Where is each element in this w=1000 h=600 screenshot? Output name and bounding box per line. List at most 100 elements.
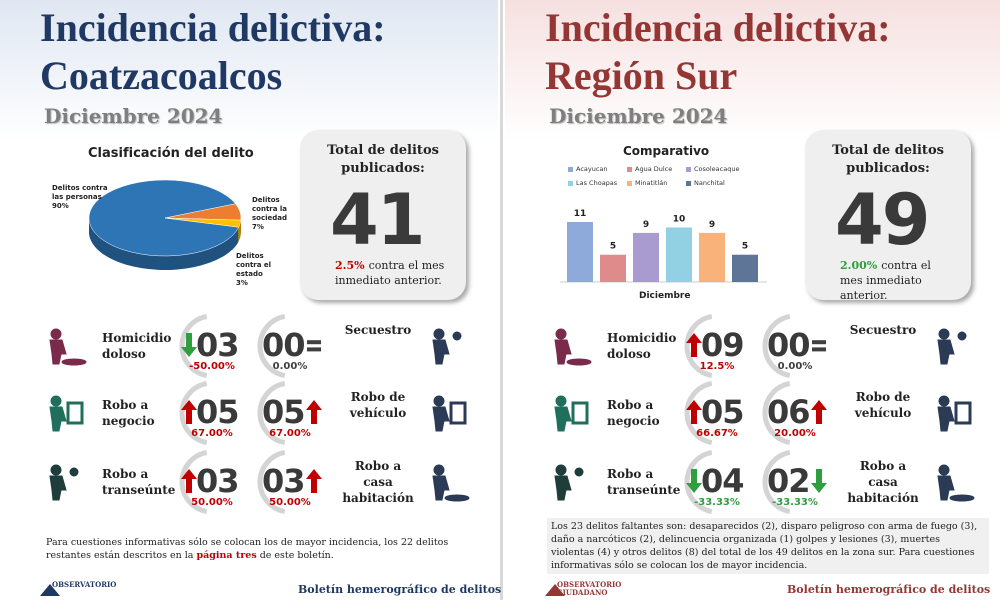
crime-change: 0.00% [272, 361, 308, 372]
trend-arrow [686, 469, 702, 493]
legend-swatch [568, 181, 573, 186]
pie-label: Delitos contra las personas 90% [52, 184, 112, 211]
icon-body [432, 406, 450, 432]
legend-label: Agua Dulce [635, 165, 673, 173]
icon-head [938, 328, 950, 340]
icon-victim [444, 494, 470, 502]
crime-label: Secuestro [344, 323, 412, 337]
crime-change: 50.00% [269, 497, 311, 508]
icon-object [571, 401, 589, 425]
bar [732, 254, 758, 282]
x-axis-label: Diciembre [639, 291, 691, 301]
legend-label: Nanchital [694, 179, 725, 187]
equal-sign [812, 340, 826, 345]
note-text: Para cuestiones informativas sólo se col… [46, 537, 449, 561]
value-ring [684, 380, 713, 446]
chart-title: Clasificación del delito [88, 146, 254, 161]
trend-arrow [686, 333, 702, 357]
legend-label: Las Choapas [576, 179, 618, 187]
total-label: Total de delitos publicados: [832, 143, 944, 176]
crime-label: Robo a negocio [102, 398, 155, 428]
crime-icon [49, 395, 84, 432]
change-value: 2.00% [840, 259, 878, 272]
icon-head [555, 395, 567, 407]
bar-label: 5 [742, 242, 748, 252]
pie-value: 90% [52, 202, 69, 210]
icon-body [432, 339, 450, 365]
crime-label: Robo a negocio [607, 398, 660, 428]
crime-value: 03 [196, 326, 240, 364]
crime-change: 0.00% [777, 361, 813, 372]
icon-victim [566, 358, 592, 366]
icon-body [432, 475, 450, 501]
icon-body [554, 339, 572, 365]
crime-icon [49, 464, 79, 501]
note-text: Los 23 delitos faltantes son: desapareci… [551, 521, 978, 571]
bar [633, 232, 659, 282]
icon-head [938, 395, 950, 407]
crime-value: 06 [767, 393, 811, 431]
legend-swatch [627, 167, 632, 172]
legend-label: Cosoleacaque [694, 165, 740, 173]
legend-label: Acayucan [576, 165, 608, 173]
crime-value: 00 [767, 326, 811, 364]
period: Diciembre 2024 [549, 104, 728, 128]
icon-body [937, 406, 955, 432]
crime-label: Robo de vehículo [349, 390, 407, 420]
icon-head [50, 464, 62, 476]
legend-swatch [686, 181, 691, 186]
crime-label: Robo de vehículo [854, 390, 912, 420]
value-ring [684, 449, 713, 515]
crime-value: 00 [262, 326, 306, 364]
crime-value: 03 [196, 462, 240, 500]
value-ring [179, 313, 208, 379]
trend-arrow [306, 400, 322, 424]
icon-second [574, 467, 584, 477]
value-ring [179, 380, 208, 446]
crime-change: -33.33% [694, 497, 740, 508]
icon-second [69, 467, 79, 477]
title: Región Sur [545, 53, 738, 98]
trend-arrow [181, 400, 197, 424]
trend-arrow [811, 469, 827, 493]
crime-change: 50.00% [191, 497, 233, 508]
left-header-bg [0, 0, 498, 140]
equal-sign [307, 340, 321, 345]
logo-text: CIUDADANO [557, 588, 608, 597]
value-ring [257, 313, 286, 379]
icon-object [449, 401, 467, 425]
total-label: Total de delitos publicados: [327, 143, 439, 176]
value-ring [257, 380, 286, 446]
legend-swatch [568, 167, 573, 172]
icon-head [938, 464, 950, 476]
icon-victim [61, 358, 87, 366]
icon-head [433, 395, 445, 407]
icon-body [937, 475, 955, 501]
equal-sign [812, 347, 826, 352]
crime-label: Homicidio doloso [102, 331, 172, 361]
crime-icon [49, 328, 87, 366]
trend-arrow [181, 469, 197, 493]
crime-label: Robo a casa habitación [847, 459, 919, 505]
footer-text: Boletín hemerográfico de delitos [298, 583, 502, 596]
pie-value: 7% [252, 223, 264, 231]
crime-value: 02 [767, 462, 811, 500]
bar [666, 227, 692, 282]
equal-sign [307, 347, 321, 352]
value-ring [762, 313, 791, 379]
total-change: 2.00% contra el mes inmediato anterior. [840, 258, 955, 303]
pie-label: Delitos contra la sociedad 7% [252, 196, 294, 232]
note: Para cuestiones informativas sólo se col… [42, 534, 490, 564]
change-value: 2.5% [335, 259, 365, 272]
trend-arrow [306, 469, 322, 493]
value-ring [762, 380, 791, 446]
title: Incidencia delictiva: [545, 5, 891, 50]
bar-label: 10 [673, 214, 686, 224]
crime-icon [432, 328, 462, 365]
icon-body [49, 339, 67, 365]
crime-value: 05 [196, 393, 240, 431]
legend-swatch [686, 167, 691, 172]
crime-label: Homicidio doloso [607, 331, 677, 361]
